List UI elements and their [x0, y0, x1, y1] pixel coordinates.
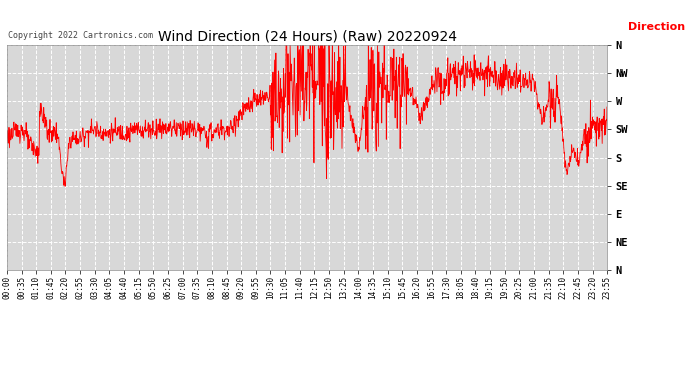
- Title: Wind Direction (24 Hours) (Raw) 20220924: Wind Direction (24 Hours) (Raw) 20220924: [157, 30, 457, 44]
- Text: Copyright 2022 Cartronics.com: Copyright 2022 Cartronics.com: [8, 30, 153, 39]
- Text: Direction: Direction: [628, 21, 685, 32]
